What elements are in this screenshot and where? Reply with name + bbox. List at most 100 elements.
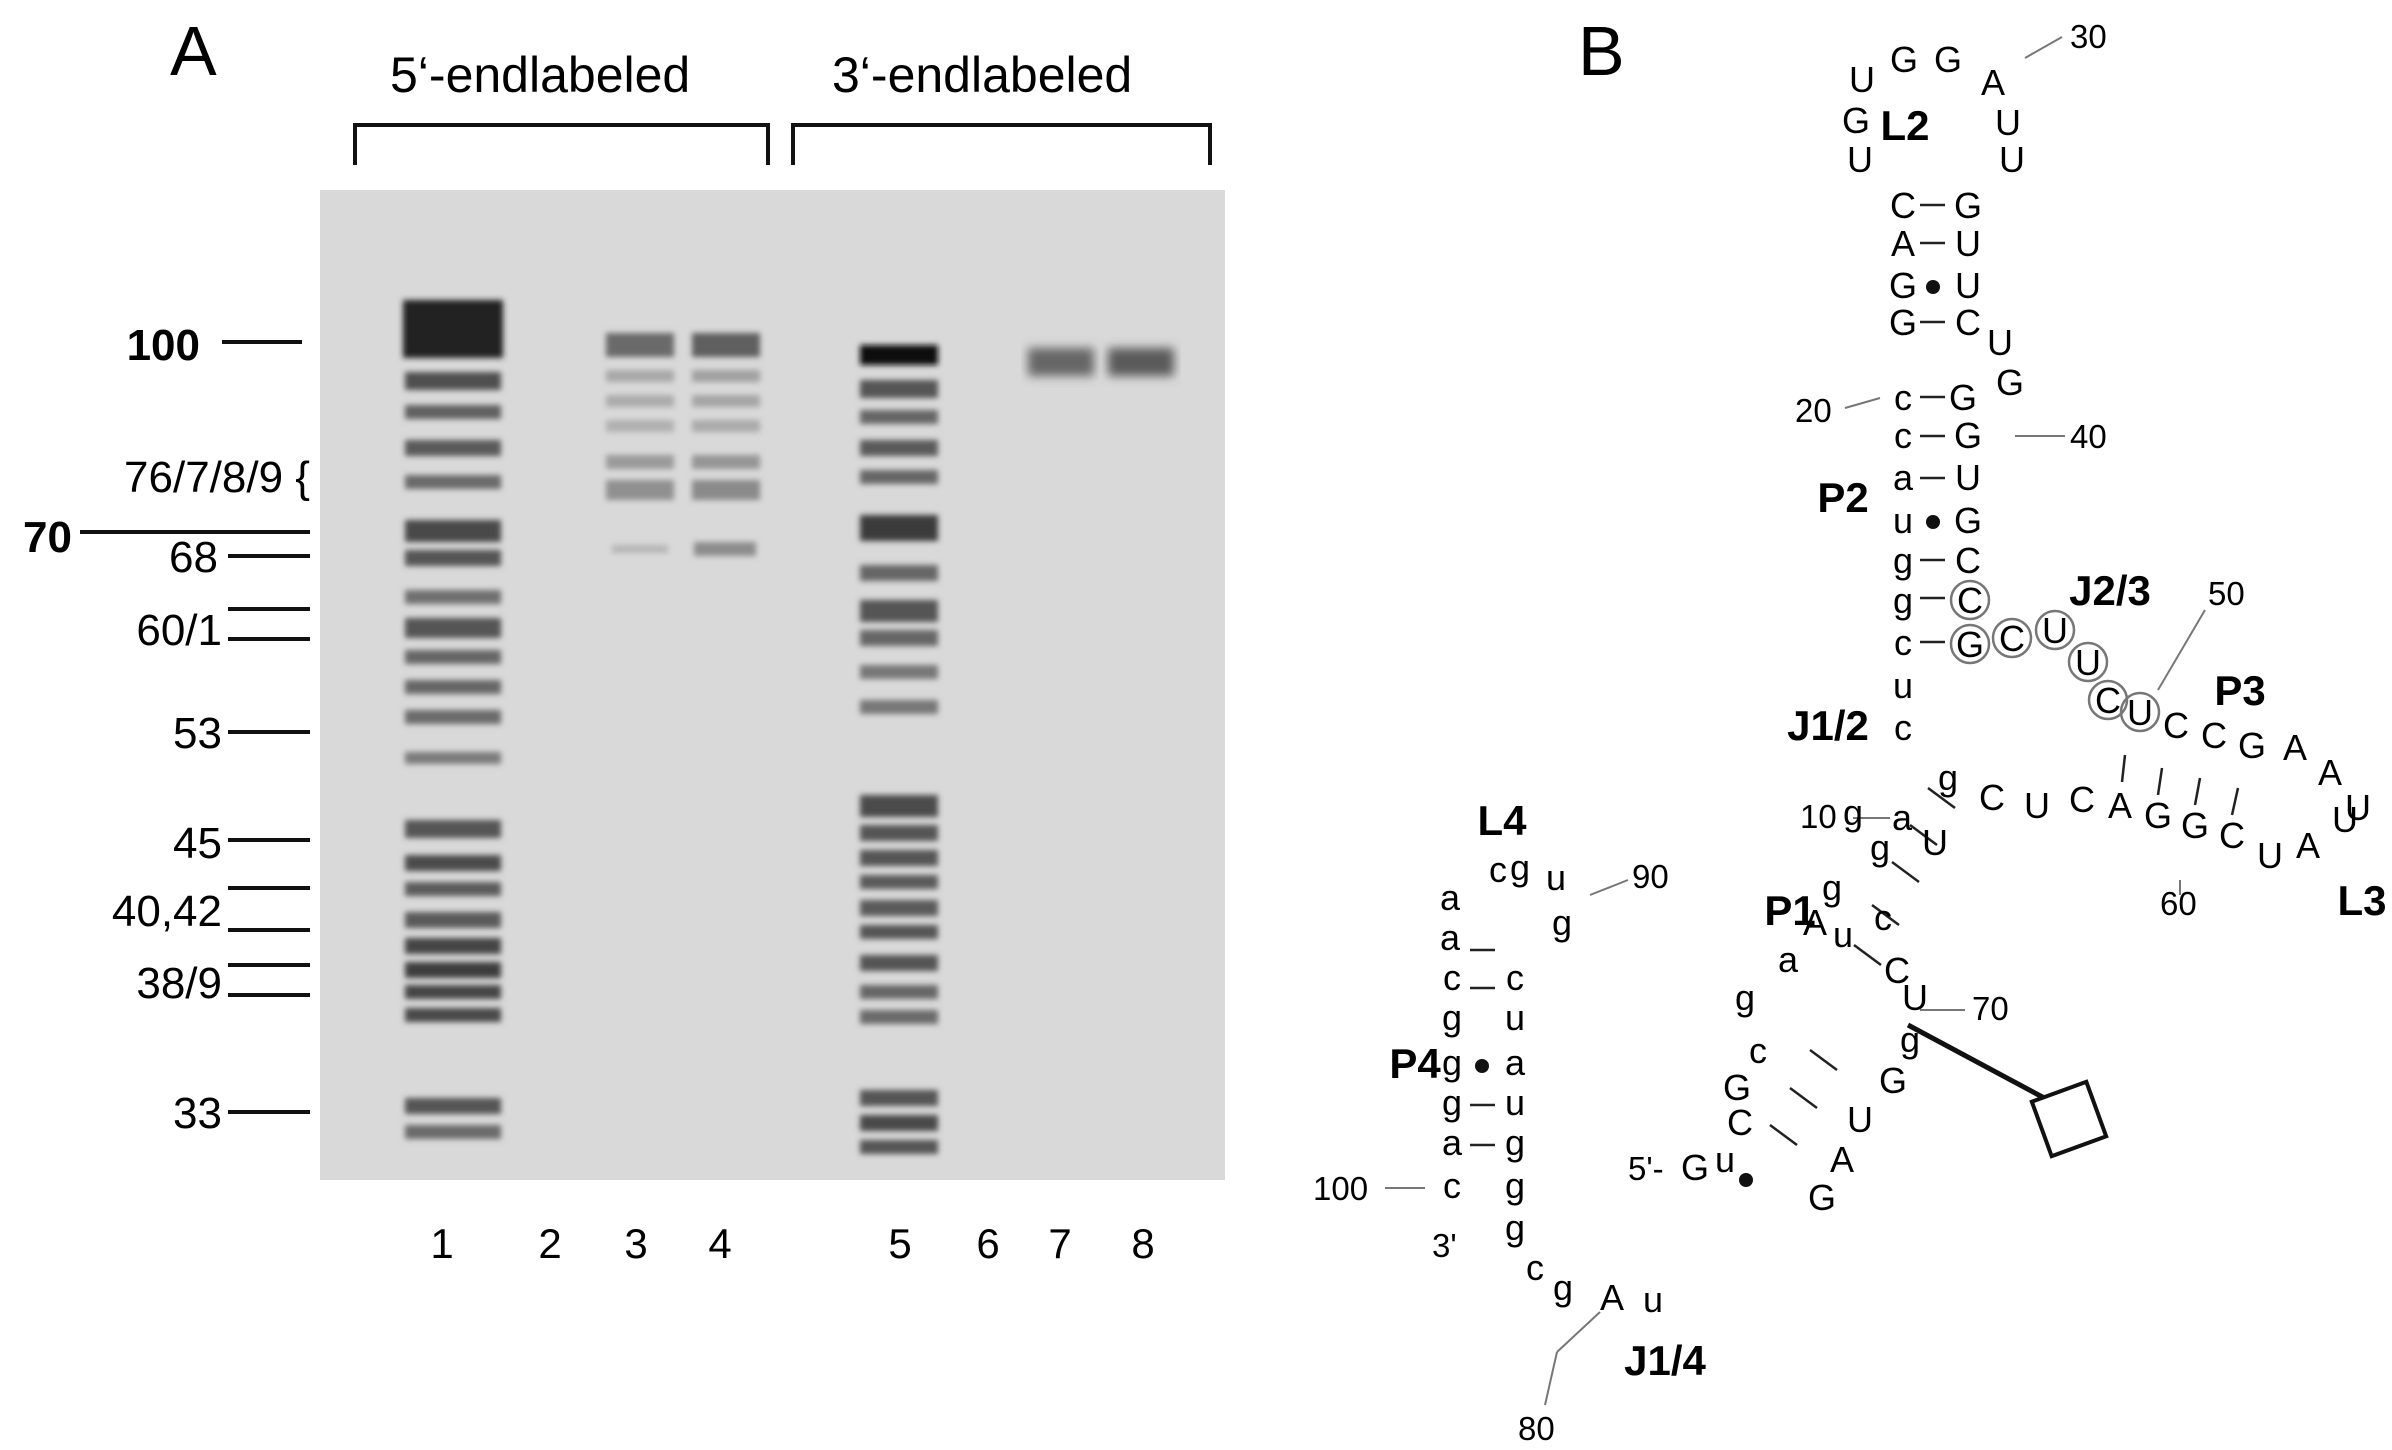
nucleotide: C <box>2219 815 2245 856</box>
position-number: 80 <box>1518 1410 1555 1447</box>
region-label-l3: L3 <box>2337 877 2386 924</box>
nucleotide: U <box>1999 139 2025 180</box>
nucleotide: g <box>1735 977 1755 1018</box>
lane-3-bands <box>606 333 674 553</box>
nucleotide: C <box>1979 777 2005 818</box>
position-number: 70 <box>1972 990 2009 1027</box>
lane-7-bands <box>1028 348 1094 376</box>
nucleotide: U <box>1987 322 2013 363</box>
nucleotide: G <box>2238 725 2266 766</box>
nucleotide: C <box>2163 705 2189 746</box>
position-number: 60 <box>2160 885 2197 922</box>
panel-a-label: A <box>170 12 217 90</box>
nucleotide: U <box>1847 1099 1873 1140</box>
nucleotide: c <box>1894 377 1912 418</box>
nucleotide: u <box>1643 1279 1663 1320</box>
nucleotide: G <box>1954 185 1982 226</box>
nucleotide: C <box>1957 580 1983 621</box>
nucleotide: C <box>1999 618 2025 659</box>
lane-8-bands <box>1108 348 1174 376</box>
nucleotide: a <box>1440 877 1461 918</box>
nucleotide: U <box>1955 223 1981 264</box>
marker-label: 45 <box>173 819 222 868</box>
nucleotide: c <box>1894 622 1912 663</box>
lane-numbers: 1 2 3 4 5 6 7 8 <box>430 1220 1154 1267</box>
nucleotide: G <box>2181 805 2209 846</box>
gu-pair-dot <box>1926 280 1940 294</box>
position-number: 90 <box>1632 858 1669 895</box>
nucleotide: A <box>1803 902 1827 943</box>
nucleotide: g <box>1505 1122 1525 1163</box>
nucleotide: c <box>1443 957 1461 998</box>
nucleotide: c <box>1874 897 1892 938</box>
lane-number: 1 <box>430 1220 453 1267</box>
nucleotide: U <box>2345 787 2371 828</box>
nucleotide: u <box>1715 1139 1735 1180</box>
region-label-j1-2: J1/2 <box>1787 702 1869 749</box>
nucleotide: U <box>1955 265 1981 306</box>
nucleotide: A <box>1830 1139 1854 1180</box>
nucleotide: A <box>2108 785 2132 826</box>
nucleotide: G <box>1949 377 1977 418</box>
nucleotide: a <box>1893 457 1914 498</box>
marker-label: 68 <box>169 533 218 582</box>
nucleotide: c <box>1749 1030 1767 1071</box>
nucleotide: U <box>2257 835 2283 876</box>
nucleotide: g <box>1893 540 1913 581</box>
nucleotide: u <box>1893 665 1913 706</box>
size-marker-38-39: 38/9 <box>136 959 310 1008</box>
nucleotide: a <box>1440 917 1461 958</box>
region-label-l2: L2 <box>1880 102 1929 149</box>
nucleotide: G <box>1956 624 1984 665</box>
nucleotide: G <box>1934 39 1962 80</box>
nucleotide: c <box>1894 415 1912 456</box>
nucleotide: c <box>1443 1165 1461 1206</box>
nucleotide: a <box>1778 939 1799 980</box>
nucleotide: u <box>1546 857 1566 898</box>
base-pair-bonds <box>1470 203 2240 1147</box>
nucleotides: U G G A G U U U C G A U G U G C U c G G … <box>1440 39 2371 1320</box>
gu-pair-dot <box>1739 1173 1753 1187</box>
marker-label: 38/9 <box>136 959 222 1008</box>
nucleotide: U <box>1955 457 1981 498</box>
nucleotide: G <box>1889 265 1917 306</box>
lane-number: 5 <box>888 1220 911 1267</box>
lane-5-bands <box>860 345 938 1154</box>
panel-b-label: B <box>1578 12 1625 90</box>
region-label-j1-4: J1/4 <box>1624 1337 1706 1384</box>
nucleotide: G <box>1681 1147 1709 1188</box>
nucleotide: A <box>1981 62 2005 103</box>
nucleotide: u <box>1505 997 1525 1038</box>
nucleotide: G <box>1723 1067 1751 1108</box>
nucleotide: g <box>1900 1019 1920 1060</box>
nucleotide: u <box>1833 914 1853 955</box>
nucleotide: u <box>1893 500 1913 541</box>
size-marker-45: 45 <box>173 819 310 868</box>
nucleotide: U <box>2024 785 2050 826</box>
nucleotide: g <box>1552 902 1572 943</box>
nucleotide: U <box>2332 799 2358 840</box>
nucleotide: C <box>2095 680 2121 721</box>
size-marker-100: 100 <box>127 321 302 370</box>
nucleotide: U <box>2042 610 2068 651</box>
nucleotide: g <box>1505 1165 1525 1206</box>
region-label-p3: P3 <box>2214 667 2265 714</box>
nucleotide: U <box>1849 59 1875 100</box>
size-marker-40-42: 40,42 <box>112 886 310 936</box>
bracket-3prime <box>791 123 1212 165</box>
marker-label-76-79: 76/7/8/9 { <box>124 453 310 502</box>
nucleotide: g <box>1938 757 1958 798</box>
marker-label: 53 <box>173 709 222 758</box>
nucleotide: C <box>1727 1102 1753 1143</box>
size-marker-33: 33 <box>173 1089 310 1138</box>
nucleotide: c <box>1526 1247 1544 1288</box>
nucleotide: A <box>1891 223 1915 264</box>
lane-number: 3 <box>624 1220 647 1267</box>
nucleotide: U <box>1902 977 1928 1018</box>
region-label-l4: L4 <box>1477 797 1527 844</box>
nucleotide: C <box>1884 950 1910 991</box>
nucleotide: A <box>2318 752 2342 793</box>
marker-label: 40,42 <box>112 887 222 936</box>
j2-3-circles <box>1949 579 2161 733</box>
